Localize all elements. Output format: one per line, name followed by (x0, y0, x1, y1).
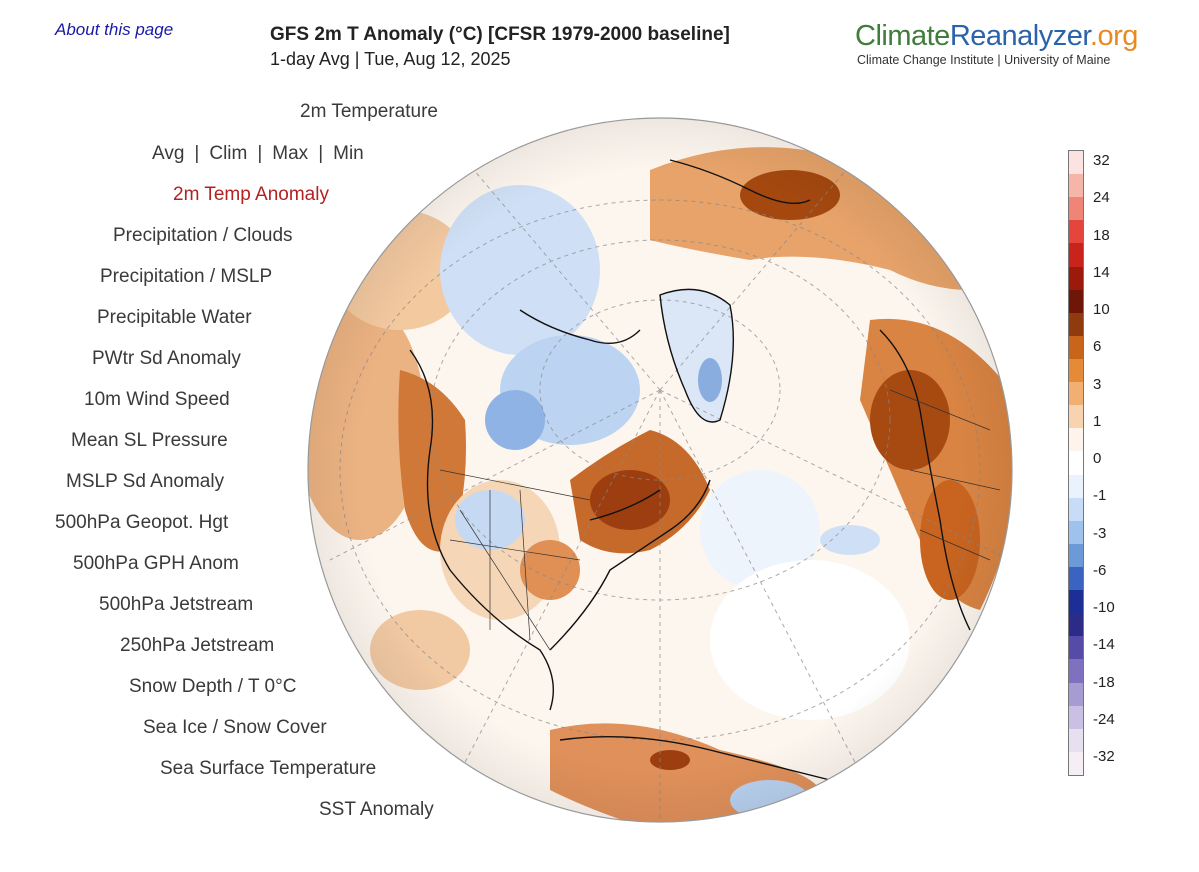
colorbar-tick-label: -24 (1093, 710, 1115, 728)
colorbar-swatch (1069, 312, 1083, 336)
menu-sea-surface-temperature[interactable]: Sea Surface Temperature (160, 758, 377, 779)
colorbar-swatch (1069, 497, 1083, 521)
colorbar-swatch (1069, 174, 1083, 198)
colorbar-swatch (1069, 197, 1083, 221)
colorbar-swatch (1069, 705, 1083, 729)
colorbar-tick-label: -6 (1093, 561, 1107, 579)
anomaly-colorbar (1068, 150, 1084, 776)
logo-part-3: .org (1089, 20, 1138, 52)
logo-part-2: Reanalyzer (949, 20, 1091, 52)
colorbar-swatch (1069, 428, 1083, 452)
option-min[interactable]: Min (333, 143, 364, 164)
colorbar-tick-label: -3 (1093, 524, 1107, 542)
colorbar-swatch (1069, 659, 1083, 683)
colorbar-swatch (1069, 220, 1083, 244)
menu-pwtr-sd-anomaly[interactable]: PWtr Sd Anomaly (92, 348, 241, 369)
colorbar-tick-label: 24 (1093, 189, 1110, 207)
menu-500hpa-jetstream[interactable]: 500hPa Jetstream (99, 594, 254, 615)
globe-outline (307, 117, 1013, 823)
colorbar-swatch (1069, 613, 1083, 637)
about-page-link[interactable]: About this page (55, 20, 174, 39)
logo-part-1: Climate (855, 20, 950, 52)
colorbar-tick-label: 6 (1093, 338, 1102, 356)
colorbar-swatch (1069, 543, 1083, 567)
climate-reanalyzer-logo[interactable]: ClimateReanalyzer.org (855, 20, 1138, 53)
colorbar-swatch (1069, 266, 1083, 290)
colorbar-tick-label: -18 (1093, 673, 1115, 691)
menu-precipitation-mslp[interactable]: Precipitation / MSLP (100, 266, 273, 287)
menu-10m-wind-speed[interactable]: 10m Wind Speed (84, 389, 230, 410)
colorbar-swatch (1069, 474, 1083, 498)
colorbar-tick-label: 10 (1093, 301, 1110, 318)
colorbar-tick-label: -14 (1093, 636, 1115, 654)
colorbar-swatch (1069, 520, 1083, 544)
colorbar-swatch (1069, 335, 1083, 359)
colorbar-swatch (1069, 151, 1083, 175)
colorbar-swatch (1069, 382, 1083, 406)
option-max[interactable]: Max (272, 143, 309, 164)
colorbar-swatch (1069, 289, 1083, 313)
colorbar-swatch (1069, 451, 1083, 475)
colorbar-tick-label: -32 (1093, 748, 1115, 765)
separator: | (194, 143, 200, 164)
colorbar-swatch (1069, 590, 1083, 614)
menu-precipitation-clouds[interactable]: Precipitation / Clouds (113, 225, 293, 246)
menu-snow-depth[interactable]: Snow Depth / T 0°C (129, 676, 297, 697)
colorbar-swatch (1069, 405, 1083, 429)
colorbar-tick-label: 18 (1093, 226, 1110, 244)
colorbar-swatch (1069, 566, 1083, 591)
anomaly-region (330, 700, 410, 760)
separator: | (318, 143, 324, 164)
menu-mslp-sd-anomaly[interactable]: MSLP Sd Anomaly (66, 471, 225, 492)
globe-shade (308, 118, 1012, 822)
menu-mean-sl-pressure[interactable]: Mean SL Pressure (71, 430, 228, 451)
colorbar-swatch (1069, 358, 1083, 383)
menu-precipitable-water[interactable]: Precipitable Water (97, 307, 252, 328)
colorbar-tick-label: 14 (1093, 263, 1110, 281)
colorbar-tick-label: 32 (1093, 152, 1110, 169)
colorbar-swatch (1069, 636, 1083, 660)
colorbar-tick-label: 0 (1093, 450, 1102, 467)
colorbar-swatch (1069, 243, 1083, 267)
temperature-anomaly-globe-map[interactable] (290, 90, 1050, 850)
colorbar-tick-label: 1 (1093, 412, 1102, 430)
colorbar-tick-label: -1 (1093, 487, 1107, 505)
menu-500hpa-geopot-hgt[interactable]: 500hPa Geopot. Hgt (55, 512, 229, 533)
menu-sea-ice-snow-cover[interactable]: Sea Ice / Snow Cover (143, 717, 327, 738)
menu-500hpa-gph-anom[interactable]: 500hPa GPH Anom (73, 553, 239, 574)
map-subtitle: 1-day Avg | Tue, Aug 12, 2025 (270, 49, 511, 69)
temperature-options-row: Avg | Clim | Max | Min (152, 143, 364, 165)
menu-250hpa-jetstream[interactable]: 250hPa Jetstream (120, 635, 275, 656)
colorbar-swatch (1069, 728, 1083, 752)
colorbar-tick-label: -10 (1093, 599, 1115, 616)
separator: | (257, 143, 263, 164)
option-clim[interactable]: Clim (209, 143, 248, 164)
logo-tagline: Climate Change Institute | University of… (857, 53, 1111, 67)
map-title: GFS 2m T Anomaly (°C) [CFSR 1979-2000 ba… (270, 24, 730, 45)
menu-sst-anomaly[interactable]: SST Anomaly (319, 799, 434, 820)
menu-2m-temperature[interactable]: 2m Temperature (300, 101, 438, 122)
colorbar-swatch (1069, 682, 1083, 706)
colorbar-swatch (1069, 751, 1083, 775)
menu-2m-temp-anomaly[interactable]: 2m Temp Anomaly (173, 184, 329, 205)
colorbar-tick-label: 3 (1093, 375, 1102, 393)
option-avg[interactable]: Avg (152, 143, 185, 164)
